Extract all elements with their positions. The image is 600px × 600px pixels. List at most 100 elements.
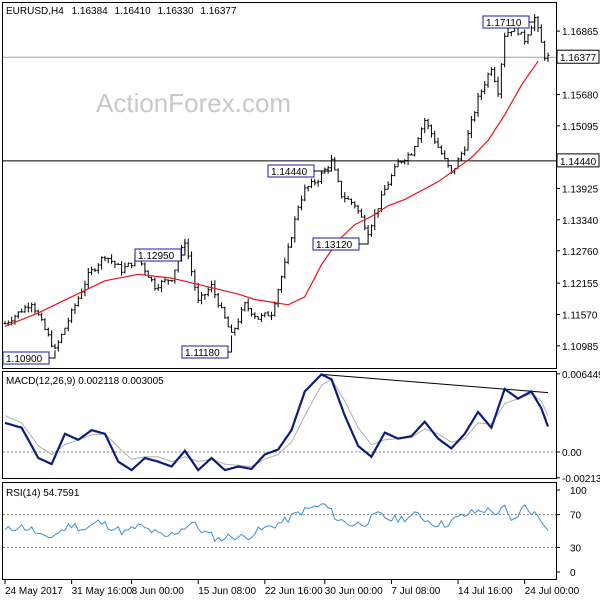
price-bar	[260, 313, 264, 322]
price-bar	[273, 301, 277, 317]
price-bar	[216, 292, 220, 308]
price-annotation: 1.12950	[134, 240, 186, 262]
price-bar	[433, 130, 437, 144]
price-bar	[30, 302, 34, 313]
price-bar	[399, 161, 403, 164]
price-bar	[120, 261, 124, 276]
price-bar	[343, 192, 347, 203]
price-bar	[90, 266, 94, 276]
price-bar	[213, 280, 217, 299]
macd-y-tick-label: -0.002134	[562, 474, 600, 485]
price-bar	[333, 157, 337, 171]
price-bar	[270, 311, 274, 321]
price-bar	[476, 92, 480, 117]
price-y-tick-label: 1.10985	[562, 342, 599, 353]
price-bar	[110, 254, 114, 265]
price-bar	[499, 63, 503, 99]
price-bar	[203, 294, 207, 300]
price-annotation: 1.14440	[267, 160, 332, 178]
price-bar	[443, 150, 447, 160]
price-bar	[166, 279, 170, 285]
price-bar	[423, 117, 427, 134]
price-bar	[546, 52, 550, 63]
price-bar	[23, 304, 27, 313]
price-bar	[56, 340, 60, 352]
price-annotation-leader	[529, 17, 536, 23]
price-bar	[126, 262, 130, 268]
price-bar	[403, 159, 407, 165]
macd-y-tick-label: 0.00	[562, 448, 582, 459]
price-bar	[150, 276, 154, 282]
price-bar	[266, 311, 270, 317]
x-tick-label: 31 May 16:00	[72, 586, 133, 597]
moving-average-line	[4, 60, 539, 327]
x-tick-label: 8 Jun 00:00	[132, 586, 185, 597]
price-bar	[240, 306, 244, 324]
macd-panel-frame	[2, 371, 557, 479]
price-bar	[113, 260, 117, 269]
price-bar	[319, 170, 323, 185]
price-bar	[283, 257, 287, 279]
price-bar	[160, 279, 164, 293]
axes: 1.16865 1.15680 1.15095 1.13925 1.13340 1.127…	[4, 27, 600, 597]
macd-panel-title: MACD(12,26,9) 0.002118 0.003005	[6, 376, 164, 387]
price-bar	[316, 179, 320, 187]
price-y-tick-label: 1.16865	[562, 27, 599, 38]
price-bar	[429, 124, 433, 138]
price-bar	[533, 14, 537, 32]
macd-y-tick-label: 0.006449	[562, 370, 600, 381]
price-bar	[253, 312, 257, 319]
price-bar	[103, 255, 107, 262]
price-bar	[299, 195, 303, 211]
price-bar	[156, 284, 160, 291]
price-bar	[459, 151, 463, 162]
price-bar	[173, 269, 177, 284]
rsi-y-tick-label: 70	[570, 511, 582, 522]
price-bar	[276, 288, 280, 308]
price-bar	[496, 76, 500, 97]
price-annotation-label: 1.10900	[6, 354, 43, 365]
price-bar	[200, 291, 204, 305]
price-bar	[359, 208, 363, 218]
price-annotation-label: 1.12950	[138, 251, 175, 262]
price-bar	[296, 205, 300, 221]
price-panel-frame	[2, 2, 557, 369]
price-bar	[483, 81, 487, 95]
price-bar	[236, 318, 240, 330]
price-bar	[206, 286, 210, 297]
ohlc-open: 1.16384	[72, 6, 109, 17]
price-bar	[396, 158, 400, 168]
rsi-panel-title: RSI(14) 54.7591	[6, 488, 80, 499]
price-y-tick-label: 1.13925	[562, 184, 599, 195]
price-bar	[493, 66, 497, 83]
price-bar	[73, 303, 77, 314]
price-y-tick-label: 1.12760	[562, 247, 599, 258]
price-bar	[70, 308, 74, 324]
price-annotation-label: 1.17110	[486, 18, 522, 29]
price-bar	[336, 168, 340, 183]
rsi-panel-frame	[2, 482, 557, 580]
price-bar	[93, 268, 97, 273]
price-bar	[246, 298, 250, 312]
x-tick-label: 22 Jun 16:00	[265, 586, 323, 597]
watermark: ActionForex.com	[96, 88, 291, 118]
price-annotation: 1.11180	[181, 335, 233, 359]
price-bar	[469, 116, 473, 139]
price-bar	[210, 280, 214, 293]
price-annotation-leader	[228, 335, 233, 353]
price-bar	[413, 145, 417, 157]
price-bar	[250, 307, 254, 317]
price-bar	[263, 312, 267, 318]
x-tick-label: 30 Jun 00:00	[325, 586, 383, 597]
price-bar	[243, 301, 247, 312]
price-bar	[309, 178, 313, 189]
price-bar	[130, 262, 134, 269]
price-bar	[383, 184, 387, 196]
price-annotation: 1.17110	[482, 15, 536, 29]
price-bar	[106, 257, 110, 264]
price-bar	[86, 267, 90, 289]
price-bar	[256, 315, 260, 320]
support-price-tag: 1.14440	[560, 157, 597, 168]
price-bar	[143, 262, 147, 275]
